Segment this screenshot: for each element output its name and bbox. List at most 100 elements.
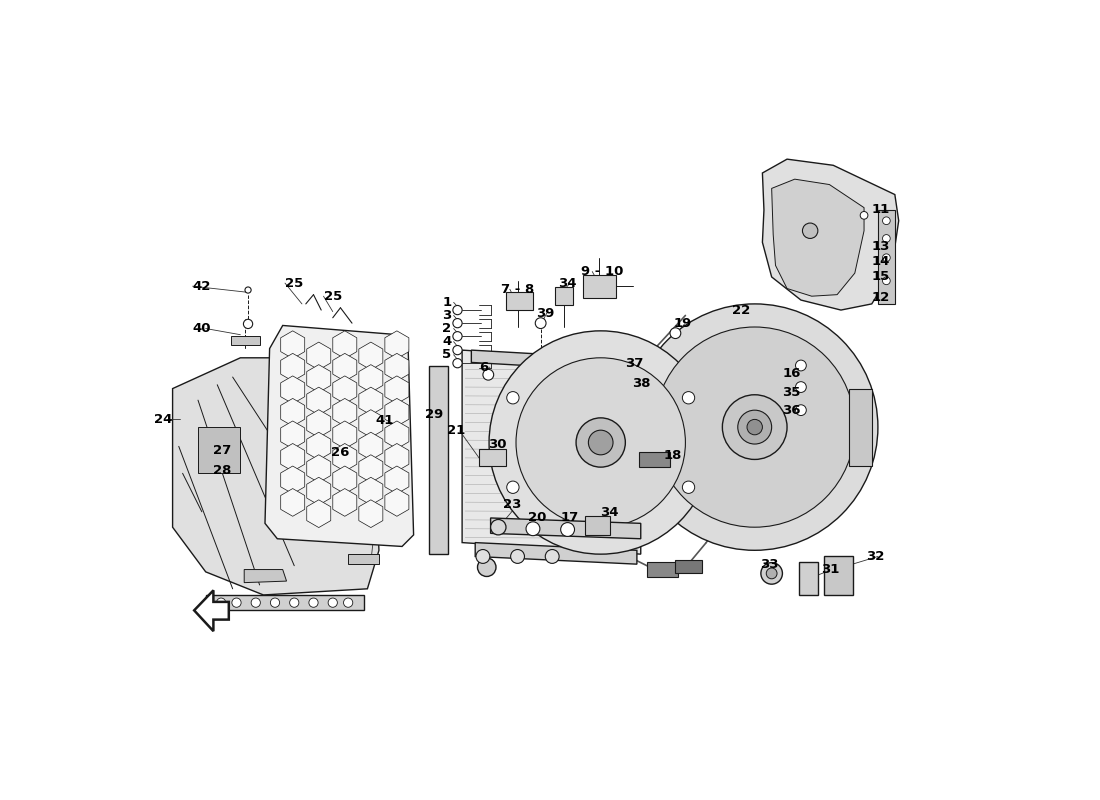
Circle shape — [802, 223, 818, 238]
Polygon shape — [307, 342, 331, 370]
Circle shape — [251, 598, 261, 607]
Text: 40: 40 — [192, 322, 211, 335]
Circle shape — [309, 598, 318, 607]
Polygon shape — [554, 287, 573, 306]
Polygon shape — [307, 500, 331, 527]
Polygon shape — [333, 331, 356, 358]
Polygon shape — [280, 489, 305, 516]
Circle shape — [795, 382, 806, 393]
Circle shape — [453, 346, 462, 354]
Polygon shape — [385, 354, 409, 381]
Polygon shape — [385, 489, 409, 516]
Circle shape — [243, 319, 253, 329]
Text: 27: 27 — [213, 445, 232, 458]
Polygon shape — [359, 410, 383, 438]
Text: 11: 11 — [871, 202, 890, 216]
Polygon shape — [647, 562, 678, 578]
Polygon shape — [333, 443, 356, 471]
Circle shape — [516, 358, 685, 527]
Polygon shape — [333, 354, 356, 381]
Text: 18: 18 — [664, 449, 682, 462]
Circle shape — [882, 234, 890, 242]
Text: 39: 39 — [536, 306, 554, 320]
Polygon shape — [385, 443, 409, 471]
Text: 34: 34 — [600, 506, 618, 519]
Polygon shape — [675, 559, 703, 574]
Text: 24: 24 — [154, 413, 173, 426]
Polygon shape — [280, 354, 305, 381]
Text: 25: 25 — [323, 290, 342, 302]
Text: 15: 15 — [871, 270, 890, 283]
Circle shape — [507, 481, 519, 494]
Circle shape — [453, 332, 462, 341]
Text: 16: 16 — [782, 366, 801, 380]
Polygon shape — [198, 427, 241, 474]
Polygon shape — [385, 331, 409, 358]
Polygon shape — [762, 159, 899, 310]
Polygon shape — [849, 389, 871, 466]
Polygon shape — [359, 387, 383, 415]
Polygon shape — [585, 517, 609, 535]
Polygon shape — [280, 421, 305, 449]
Text: 12: 12 — [871, 291, 890, 304]
Polygon shape — [385, 466, 409, 494]
Text: 3: 3 — [442, 309, 451, 322]
Polygon shape — [385, 398, 409, 426]
Text: 26: 26 — [331, 446, 350, 459]
Polygon shape — [359, 500, 383, 527]
Text: 21: 21 — [447, 425, 465, 438]
Circle shape — [289, 598, 299, 607]
Text: 32: 32 — [867, 550, 884, 563]
Polygon shape — [333, 466, 356, 494]
Polygon shape — [307, 478, 331, 505]
Circle shape — [795, 360, 806, 371]
Circle shape — [328, 598, 338, 607]
Circle shape — [747, 419, 762, 435]
Circle shape — [510, 550, 525, 563]
Polygon shape — [280, 466, 305, 494]
Circle shape — [343, 598, 353, 607]
Text: 13: 13 — [871, 241, 890, 254]
Text: 20: 20 — [528, 510, 546, 524]
Circle shape — [654, 327, 855, 527]
Polygon shape — [491, 518, 640, 538]
Text: 22: 22 — [732, 303, 750, 317]
Text: 34: 34 — [559, 277, 576, 290]
Polygon shape — [359, 478, 383, 505]
Text: 5: 5 — [442, 348, 451, 362]
Polygon shape — [280, 376, 305, 404]
Circle shape — [491, 519, 506, 535]
Polygon shape — [799, 562, 818, 595]
Text: 35: 35 — [782, 386, 801, 399]
Circle shape — [217, 598, 226, 607]
Polygon shape — [462, 350, 640, 554]
Polygon shape — [333, 421, 356, 449]
Text: 42: 42 — [192, 280, 211, 293]
Circle shape — [882, 217, 890, 225]
Circle shape — [670, 328, 681, 338]
Circle shape — [483, 370, 494, 380]
Polygon shape — [333, 489, 356, 516]
Circle shape — [245, 287, 251, 293]
Polygon shape — [472, 350, 634, 372]
Circle shape — [232, 598, 241, 607]
Text: 14: 14 — [871, 255, 890, 268]
Polygon shape — [280, 443, 305, 471]
Circle shape — [490, 331, 713, 554]
Polygon shape — [307, 387, 331, 415]
Polygon shape — [333, 398, 356, 426]
Polygon shape — [506, 292, 534, 310]
Polygon shape — [772, 179, 865, 296]
Polygon shape — [475, 542, 637, 564]
Text: 19: 19 — [673, 318, 691, 330]
Text: 4: 4 — [442, 335, 451, 348]
Polygon shape — [480, 449, 506, 466]
Circle shape — [860, 211, 868, 219]
Polygon shape — [307, 410, 331, 438]
Polygon shape — [280, 398, 305, 426]
Polygon shape — [307, 432, 331, 460]
Polygon shape — [359, 432, 383, 460]
Circle shape — [477, 558, 496, 577]
Polygon shape — [265, 326, 414, 546]
Circle shape — [507, 391, 519, 404]
